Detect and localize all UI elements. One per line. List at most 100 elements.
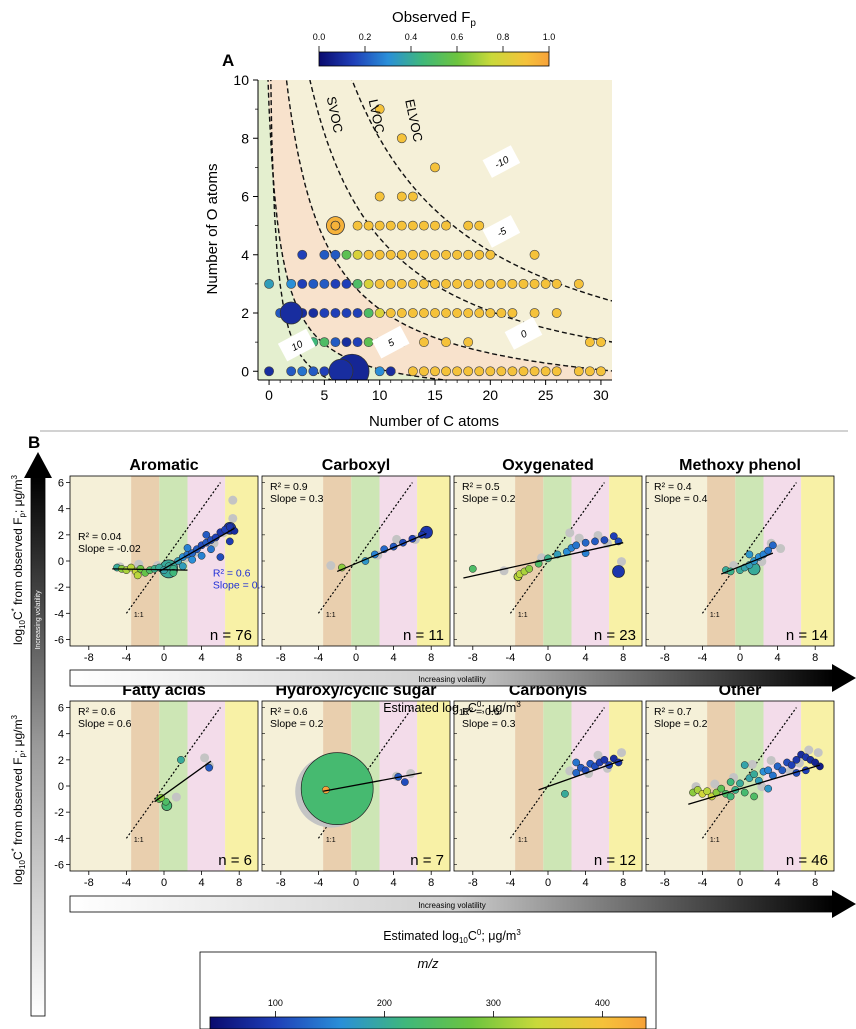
fit-line [322,772,422,792]
band-elvoc [70,701,132,871]
colorbar-top-tick-label: 0.4 [405,32,418,42]
colorbar-top-tick-label: 0.8 [497,32,510,42]
data-point [407,278,418,289]
data-point [374,104,385,115]
colorbar-bottom-tick-label: 300 [486,998,501,1008]
subplot-n: n = 76 [210,627,252,644]
subplot-xtick-label: -4 [506,652,516,664]
band-elvoc [646,476,708,646]
contour-label-box [482,215,521,248]
data-point [188,555,197,564]
panel-a-ylabel: Number of O atoms [204,164,221,295]
panel-b-xlabel-bottom: Estimated log10C0; μg/m3 [383,928,521,945]
gray-point [747,759,757,769]
data-point [441,278,451,289]
subplot-xtick-label: 0 [545,652,551,664]
data-point [452,278,463,289]
subplot-r2: R² = 0.6 [213,568,251,580]
contour-label-box [371,325,410,359]
one-to-one-label: 1:1 [518,837,528,844]
data-point [419,278,429,289]
subplot-area: 1:1 [646,476,834,646]
data-point [419,366,429,377]
panel-a-xlabel: Number of C atoms [369,413,499,430]
one-to-one-label: 1:1 [134,837,144,844]
subplot-xtick-label: 4 [583,877,589,889]
gray-point [406,769,416,779]
data-point [374,278,385,289]
data-point [330,308,341,318]
fit-line [538,759,624,791]
data-point [474,308,485,318]
subplot-area: 1:1 [262,476,450,646]
subplot-xtick-label: -8 [276,877,286,889]
gray-point [200,753,210,763]
contour-line [270,80,333,380]
data-point [485,308,496,318]
data-point [703,787,711,796]
fit-line [688,764,821,805]
data-point [216,553,225,561]
subplot-r2: R² = 0.4 [654,481,692,493]
data-point [468,564,477,573]
subplot-area: 1:1 [454,476,642,646]
fit-line [720,552,774,575]
data-point [518,278,529,289]
band-lvoc [323,476,352,646]
subplot-area: 1:1 [70,476,258,646]
subplot-r2: R² = 0.04 [78,531,122,543]
fit-line [154,760,212,803]
colorbar-top-gradient [318,51,550,67]
subplot-xtick-label: 8 [428,652,434,664]
data-point [463,220,474,231]
data-point [572,758,581,767]
subplot-slope: Slope = -0.02 [78,543,141,555]
fit-line [158,527,235,573]
subplot-ytick-label: -6 [54,634,64,646]
data-point [178,562,187,571]
data-point [407,366,418,377]
data-point [463,308,474,318]
gray-point [326,561,336,571]
panel-a-ytick-label: 10 [233,72,249,88]
data-point [474,278,485,289]
data-point [374,220,385,231]
panel-b-ylabel-top: log10C* from observed Fp; μg/m3 [10,474,27,644]
data-point [430,162,440,173]
fit-line [463,542,624,579]
data-point [385,278,396,289]
subplot-slope: Slope = 0.2 [654,718,708,730]
data-point [540,278,551,289]
data-point [609,532,618,541]
one-to-one-label: 1:1 [710,837,720,844]
data-point [573,278,584,289]
subplot-n: n = 11 [403,627,444,644]
data-point [441,249,451,260]
subplot-title: Aromatic [129,457,198,474]
data-point [561,789,569,798]
data-point [736,779,744,788]
band-ivoc [571,476,610,646]
data-point [225,537,234,546]
data-point [430,249,440,260]
subplot-r2: R² = 0.6 [78,706,116,718]
colorbar-top-tick-label: 1.0 [543,32,556,42]
subplot-xtick-label: -8 [468,877,478,889]
subplot-slope: Slope = 0.3 [270,493,324,505]
subplot-area: 1:1 [70,701,258,871]
data-point [374,191,385,202]
subplot-xtick-label: -8 [84,877,94,889]
data-point [197,551,206,560]
data-point [264,278,274,289]
data-point [474,366,485,377]
gray-point [766,755,776,765]
panel-a-xtick-label: 30 [593,387,609,403]
data-point [507,308,518,318]
band-lvoc [131,476,160,646]
subplot-xtick-label: -4 [122,652,132,664]
data-point [551,366,562,377]
panel-a-xtick-label: 20 [483,387,499,403]
